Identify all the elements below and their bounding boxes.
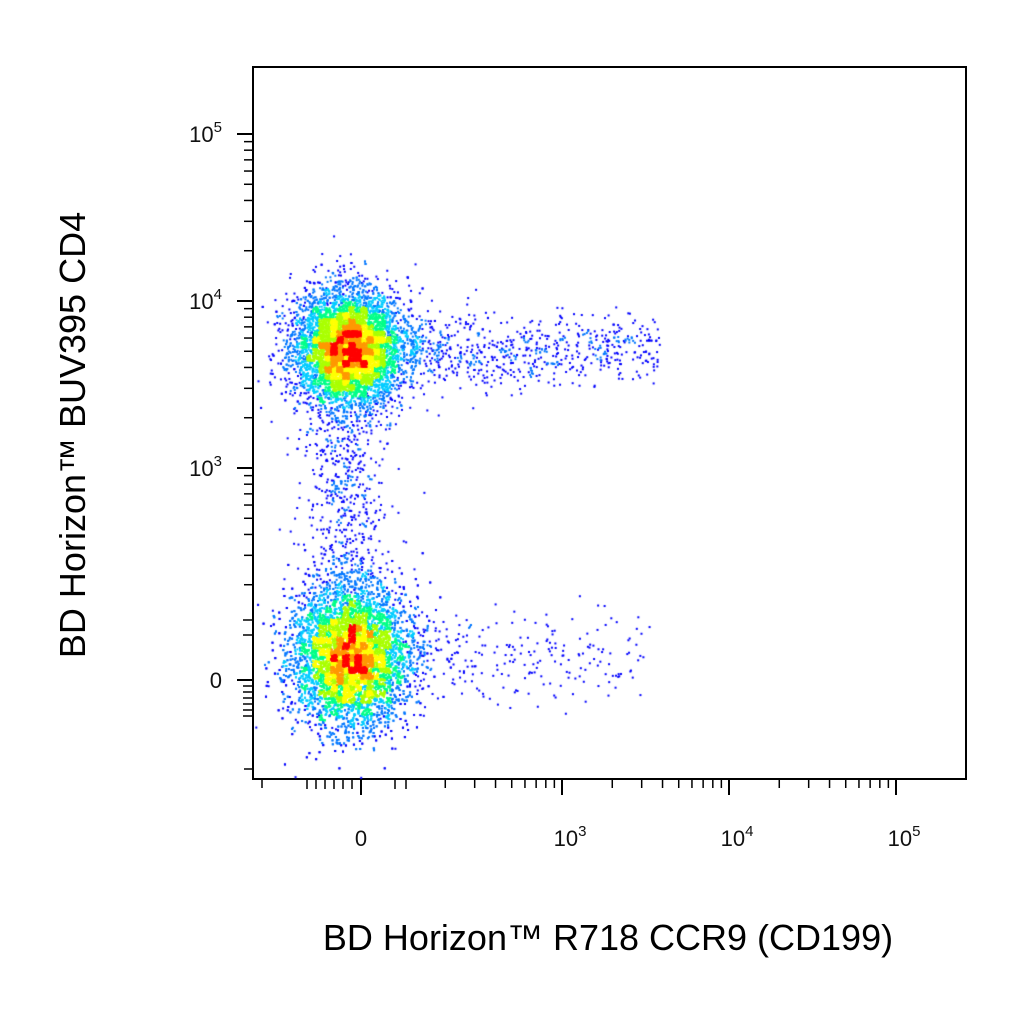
scatter-density-points xyxy=(253,67,966,779)
y-tick-label: 105 xyxy=(189,119,222,147)
x-tick-label: 105 xyxy=(888,823,921,851)
x-axis-ticks xyxy=(261,779,897,795)
x-axis-tick-labels: 0 103 104 105 xyxy=(355,823,921,851)
y-tick-label: 0 xyxy=(210,668,222,693)
x-tick-label: 103 xyxy=(554,823,587,851)
x-tick-label: 0 xyxy=(355,826,367,851)
y-axis-ticks xyxy=(237,133,253,770)
y-tick-label: 103 xyxy=(189,453,222,481)
y-tick-label: 104 xyxy=(189,286,222,314)
y-axis-tick-labels: 0 103 104 105 xyxy=(189,119,222,693)
y-axis-label: BD Horizon™ BUV395 CD4 xyxy=(52,212,93,658)
x-tick-label: 104 xyxy=(721,823,754,851)
x-axis-label: BD Horizon™ R718 CCR9 (CD199) xyxy=(323,917,893,958)
